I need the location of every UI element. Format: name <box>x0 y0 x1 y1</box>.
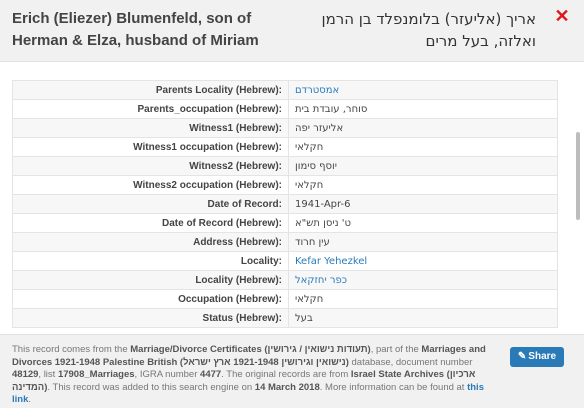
footer-text-part: This record comes from the <box>12 344 131 355</box>
field-value[interactable]: Kefar Yehezkel <box>288 251 558 271</box>
footer-text-part: , list <box>38 369 58 380</box>
footer-text-part: . This record was added to this search e… <box>47 381 255 393</box>
footer-text-part: , IGRA number <box>134 369 201 380</box>
field-value: אליעזר יפה <box>288 118 558 138</box>
table-row: Witness1 occupation (Hebrew): חקלאי <box>12 137 558 157</box>
table-row: Locality (Hebrew): כפר יחזקאל <box>12 270 558 290</box>
record-footer: This record comes from the Marriage/Divo… <box>0 334 584 408</box>
field-label: Locality (Hebrew): <box>12 270 289 290</box>
field-value[interactable]: אמסטרדם <box>288 80 558 100</box>
field-label: Witness2 (Hebrew): <box>12 156 289 176</box>
field-label: Status (Hebrew): <box>12 308 289 328</box>
source-name: Marriage/Divorce Certificates (תעודות ני… <box>130 344 371 355</box>
field-label: Date of Record (Hebrew): <box>12 213 289 233</box>
table-row: Witness1 (Hebrew): אליעזר יפה <box>12 118 558 138</box>
share-icon: ✎ <box>517 351 527 362</box>
field-label: Witness2 occupation (Hebrew): <box>12 175 289 195</box>
record-details-table: Parents Locality (Hebrew): אמסטרדם Parents… <box>12 80 558 328</box>
list-name: 17908_Marriages <box>57 369 135 380</box>
field-label: Occupation (Hebrew): <box>12 289 289 309</box>
field-value: סוחר, עובדת בית <box>288 99 558 119</box>
record-title-hebrew: אריך (אליעזר) בלומנפלד בן הרמן ואלזה, בע… <box>321 10 537 50</box>
table-row: Parents Locality (Hebrew): אמסטרדם <box>12 80 558 100</box>
record-details-panel[interactable]: Parents Locality (Hebrew): אמסטרדם Parents… <box>0 62 584 334</box>
table-row: Witness2 occupation (Hebrew): חקלאי <box>12 175 558 195</box>
field-value: יוסף סימון <box>288 156 558 176</box>
field-value: ט' ניסן תש"א <box>288 213 558 233</box>
table-row: Status (Hebrew): בעל <box>12 308 558 328</box>
table-row: Date of Record: 1941-Apr-6 <box>12 194 558 214</box>
record-title-english: Erich (Eliezer) Blumenfeld, son of Herma… <box>12 10 259 49</box>
record-header: Erich (Eliezer) Blumenfeld, son of Herma… <box>0 0 584 62</box>
table-row: Occupation (Hebrew): חקלאי <box>12 289 558 309</box>
database-name: Marriages and Divorces 1921-1948 Palesti… <box>12 344 486 368</box>
igra-number: 4477 <box>200 369 222 380</box>
share-label: Share <box>528 351 557 362</box>
footer-text-part: , part of the <box>370 344 422 355</box>
field-label: Parents_occupation (Hebrew): <box>12 99 289 119</box>
field-label: Parents Locality (Hebrew): <box>12 80 289 100</box>
archive-name: Israel State Archives (ארכיון המדינה) <box>12 369 476 393</box>
more-info-link[interactable]: this link <box>12 381 484 406</box>
field-value: חקלאי <box>288 137 558 157</box>
source-description: This record comes from the Marriage/Divo… <box>12 344 498 407</box>
field-label: Address (Hebrew): <box>12 232 289 252</box>
document-number: 48129 <box>12 369 39 380</box>
field-label: Witness1 occupation (Hebrew): <box>12 137 289 157</box>
footer-text-part: database, document number <box>348 356 473 368</box>
field-label: Witness1 (Hebrew): <box>12 118 289 138</box>
footer-text-part: . More information can be found at <box>319 381 468 393</box>
footer-text-part: . The original records are from <box>221 369 351 380</box>
close-icon[interactable]: ✕ <box>554 6 570 26</box>
share-button[interactable]: ✎ Share <box>510 347 564 367</box>
table-row: Date of Record (Hebrew): ט' ניסן תש"א <box>12 213 558 233</box>
field-label: Date of Record: <box>12 194 289 214</box>
field-value: עין חרוד <box>288 232 558 252</box>
scrollbar-thumb[interactable] <box>576 132 580 220</box>
field-value: בעל <box>288 308 558 328</box>
field-value: 1941-Apr-6 <box>288 194 558 214</box>
field-value[interactable]: כפר יחזקאל <box>288 270 558 290</box>
table-row: Address (Hebrew): עין חרוד <box>12 232 558 252</box>
field-value: חקלאי <box>288 289 558 309</box>
table-row: Parents_occupation (Hebrew): סוחר, עובדת … <box>12 99 558 119</box>
field-value: חקלאי <box>288 175 558 195</box>
date-added: 14 March 2018 <box>254 381 320 393</box>
footer-text-part: . <box>28 394 32 405</box>
table-row: Locality: Kefar Yehezkel <box>12 251 558 271</box>
table-row: Witness2 (Hebrew): יוסף סימון <box>12 156 558 176</box>
field-label: Locality: <box>12 251 289 271</box>
